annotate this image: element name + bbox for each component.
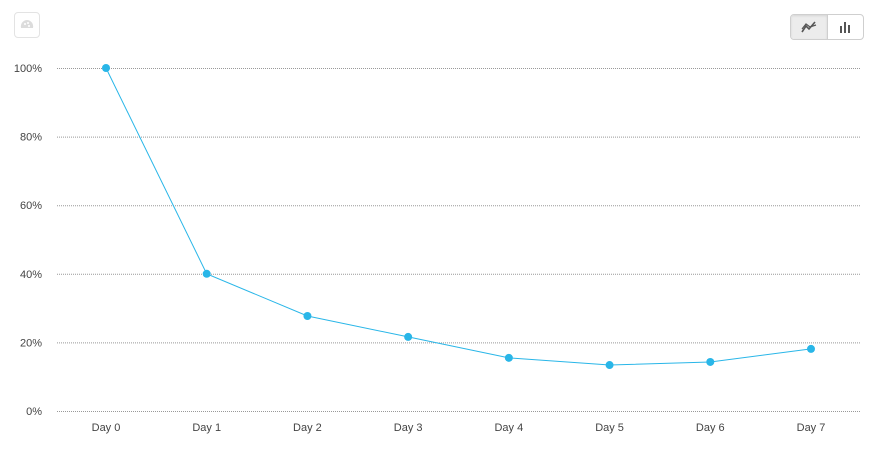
y-tick-label: 100% [14, 63, 42, 75]
x-tick-label: Day 7 [797, 422, 826, 434]
x-tick-label: Day 0 [92, 422, 121, 434]
data-point [504, 353, 513, 362]
data-point [202, 269, 211, 278]
bar-chart-button[interactable] [828, 15, 864, 39]
chart-type-toggle [790, 14, 864, 40]
line-chart-icon [801, 21, 816, 33]
x-tick-label: Day 1 [192, 422, 221, 434]
x-tick-label: Day 3 [394, 422, 423, 434]
data-point [404, 332, 413, 341]
brain-icon [20, 20, 34, 28]
series-line [105, 67, 812, 366]
data-point [706, 357, 715, 366]
data-point [102, 64, 110, 72]
y-tick-label: 20% [20, 337, 42, 349]
line-chart-button[interactable] [791, 15, 828, 39]
y-tick-label: 80% [20, 132, 42, 144]
bar-chart-icon [840, 22, 851, 33]
x-tick-label: Day 6 [696, 422, 725, 434]
brain-button[interactable] [14, 12, 40, 38]
data-point [303, 311, 312, 320]
x-tick-label: Day 4 [494, 422, 523, 434]
y-tick-label: 0% [26, 406, 42, 418]
data-point [605, 361, 614, 370]
x-tick-label: Day 2 [293, 422, 322, 434]
x-tick-label: Day 5 [595, 422, 624, 434]
data-point [807, 344, 815, 353]
y-tick-label: 40% [20, 269, 42, 281]
y-tick-label: 60% [20, 200, 42, 212]
